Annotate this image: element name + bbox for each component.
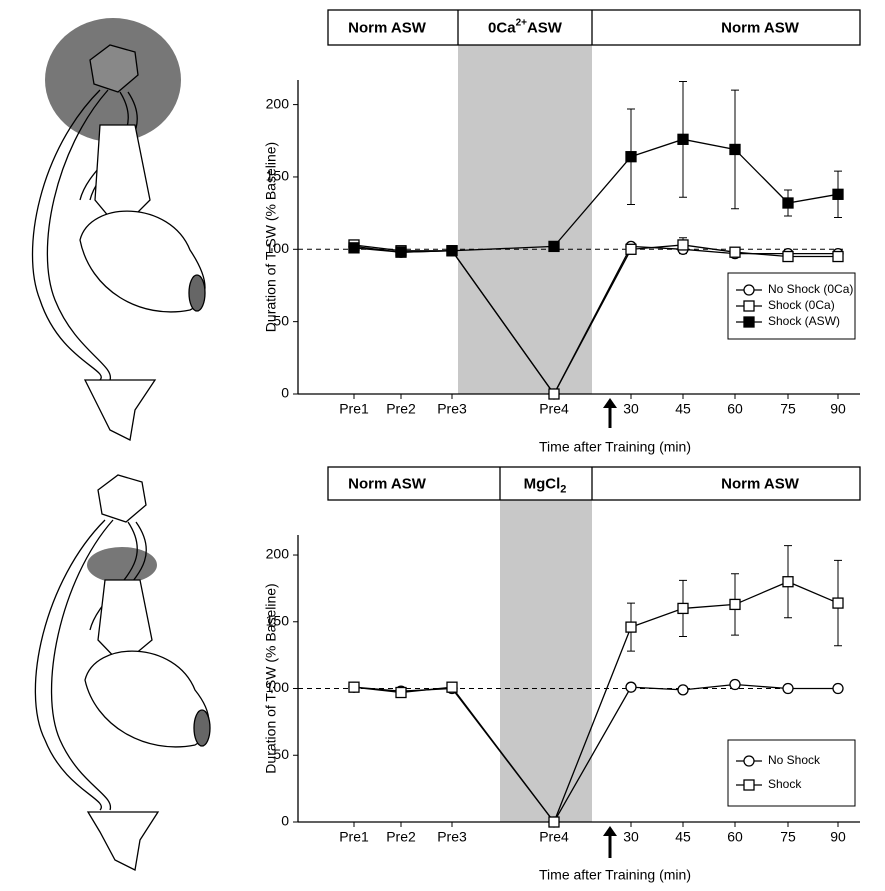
y-axis-label: Duration of T-SW (% Baseline) [263, 583, 279, 773]
page: {"chart_data": [ {"type": "line", "heade… [0, 0, 885, 891]
legend-marker [744, 285, 754, 295]
marker [626, 152, 636, 162]
header-text: Norm ASW [721, 19, 800, 36]
marker [730, 144, 740, 154]
header-label: Norm ASW [348, 475, 427, 492]
x-tick-label: Pre4 [539, 401, 569, 417]
x-tick-label: 60 [727, 401, 743, 417]
x-tick-label: 75 [780, 401, 796, 417]
x-axis-label: Time after Training (min) [539, 439, 691, 455]
marker [626, 244, 636, 254]
legend-label: Shock [768, 777, 802, 791]
marker [833, 252, 843, 262]
marker [626, 622, 636, 632]
marker [678, 240, 688, 250]
x-tick-label: 90 [830, 829, 846, 845]
header-text: 0Ca [488, 19, 516, 36]
marker [396, 688, 406, 698]
x-tick-label: Pre2 [386, 401, 416, 417]
x-tick-label: 30 [623, 401, 639, 417]
legend-label: Shock (ASW) [768, 314, 840, 328]
marker [396, 247, 406, 257]
x-tick-label: Pre1 [339, 829, 369, 845]
header-text: Norm ASW [348, 475, 427, 492]
y-tick-label: 0 [281, 813, 289, 829]
marker [783, 684, 793, 694]
marker [730, 599, 740, 609]
marker [783, 252, 793, 262]
training-arrowhead [603, 398, 617, 408]
header-label: Norm ASW [721, 19, 800, 36]
marker [783, 198, 793, 208]
marker [783, 577, 793, 587]
x-tick-label: 45 [675, 829, 691, 845]
legend-label: Shock (0Ca) [768, 298, 835, 312]
series-line [354, 139, 838, 252]
y-tick-label: 200 [266, 95, 290, 111]
legend-label: No Shock [768, 753, 821, 767]
header-text: MgCl [524, 475, 561, 492]
legend-label: No Shock (0Ca) [768, 282, 853, 296]
training-arrowhead [603, 826, 617, 836]
x-tick-label: 75 [780, 829, 796, 845]
legend-marker [744, 780, 754, 790]
legend-marker [744, 317, 754, 327]
x-tick-label: Pre1 [339, 401, 369, 417]
y-tick-label: 200 [266, 546, 290, 562]
header-label: Norm ASW [721, 475, 800, 492]
y-tick-label: 0 [281, 385, 289, 401]
header-sub: 2 [560, 483, 566, 495]
legend-box [728, 740, 855, 806]
marker [833, 189, 843, 199]
marker [549, 241, 559, 251]
marker [447, 246, 457, 256]
header-label: 0Ca2+ASW [488, 17, 563, 36]
header-text: Norm ASW [348, 19, 427, 36]
marker [833, 684, 843, 694]
marker [833, 598, 843, 608]
x-tick-label: 90 [830, 401, 846, 417]
header-after: ASW [527, 19, 563, 36]
y-axis-label: Duration of T-SW (% Baseline) [263, 142, 279, 332]
legend-marker [744, 756, 754, 766]
header-label: Norm ASW [348, 19, 427, 36]
treatment-band [458, 45, 592, 394]
header-sup: 2+ [516, 17, 528, 28]
marker [447, 682, 457, 692]
marker [549, 817, 559, 827]
marker [626, 682, 636, 692]
marker [678, 603, 688, 613]
marker [349, 682, 359, 692]
x-tick-label: Pre4 [539, 829, 569, 845]
x-tick-label: 45 [675, 401, 691, 417]
x-tick-label: Pre3 [437, 829, 467, 845]
header-label: MgCl2 [524, 475, 567, 495]
marker [730, 680, 740, 690]
marker [730, 247, 740, 257]
marker [549, 389, 559, 399]
header-text: Norm ASW [721, 475, 800, 492]
treatment-band [500, 500, 592, 822]
legend-marker [744, 301, 754, 311]
marker [349, 243, 359, 253]
marker [678, 685, 688, 695]
x-axis-label: Time after Training (min) [539, 867, 691, 883]
anatomy-drawing-top [33, 18, 206, 440]
x-tick-label: Pre2 [386, 829, 416, 845]
x-tick-label: 30 [623, 829, 639, 845]
x-tick-label: 60 [727, 829, 743, 845]
anatomy-drawing-bottom [35, 475, 210, 870]
x-tick-label: Pre3 [437, 401, 467, 417]
marker [678, 134, 688, 144]
figure: Norm ASW0Ca2+ASWNorm ASW050100150200Dura… [0, 0, 885, 886]
